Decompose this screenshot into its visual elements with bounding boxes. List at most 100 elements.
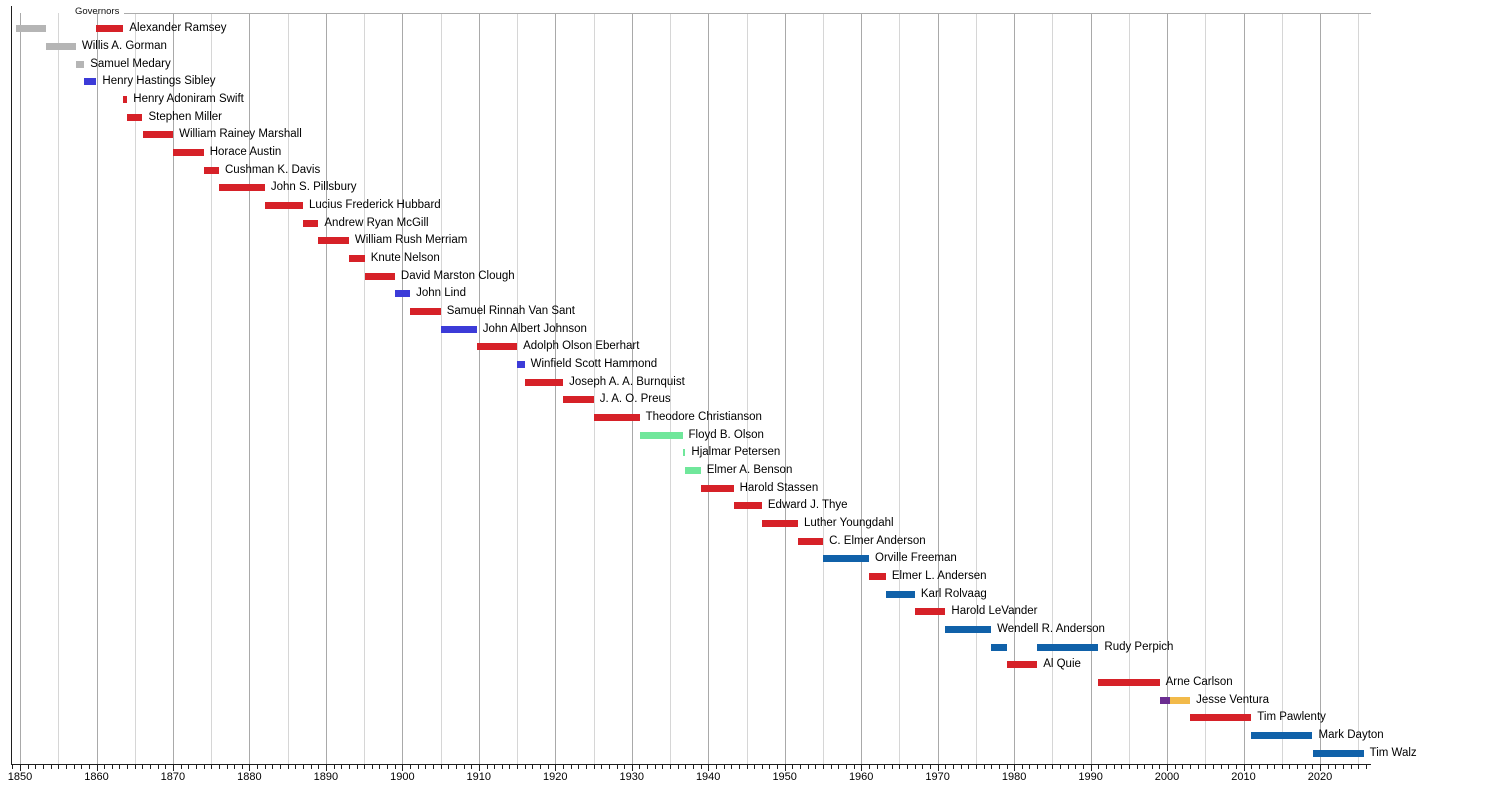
axis-tick-1916 <box>524 765 526 769</box>
gridline-1865 <box>134 13 136 765</box>
bar-horace-austin <box>173 149 204 156</box>
axis-tick-1953 <box>807 765 809 769</box>
gridline-1880 <box>249 13 251 765</box>
axis-tick-1939 <box>700 765 702 769</box>
bar-harold-stassen <box>700 484 734 492</box>
axis-tick-1887 <box>302 765 304 769</box>
axis-tick-1902 <box>417 765 419 769</box>
axis-tick-1918 <box>540 765 541 769</box>
gridline-1975 <box>975 13 977 765</box>
axis-label-1850: 1850 <box>7 771 33 783</box>
axis-label-1870: 1870 <box>160 771 186 783</box>
axis-tick-1995 <box>1128 765 1130 769</box>
label-samuel-rinnah-van-sant: Samuel Rinnah Van Sant <box>446 305 575 317</box>
axis-tick-1929 <box>624 765 626 769</box>
bar-rudy-perpich-2 <box>1037 643 1099 651</box>
axis-tick-1904 <box>432 765 434 769</box>
axis-tick-1863 <box>119 765 121 769</box>
chart-section-title: Governors <box>75 6 120 17</box>
axis-tick-1932 <box>647 765 649 769</box>
bar-arne-carlson <box>1098 679 1160 687</box>
axis-tick-2018 <box>1304 765 1306 769</box>
axis-label-1910: 1910 <box>466 771 492 783</box>
bar-samuel-rinnah-van-sant <box>410 308 441 315</box>
axis-tick-2015 <box>1281 765 1283 769</box>
label-andrew-ryan-mcgill: Andrew Ryan McGill <box>324 216 429 229</box>
label-arne-carlson: Arne Carlson <box>1165 676 1233 689</box>
axis-tick-1862 <box>111 765 113 769</box>
axis-tick-1973 <box>960 765 962 769</box>
axis-tick-1896 <box>371 765 373 769</box>
axis-tick-2004 <box>1197 765 1199 769</box>
axis-tick-1911 <box>486 765 488 769</box>
label-samuel-medary: Samuel Medary <box>90 57 171 70</box>
label-elmer-l-andersen: Elmer L. Andersen <box>891 570 987 583</box>
axis-tick-1931 <box>639 765 641 769</box>
axis-tick-1885 <box>287 765 289 769</box>
axis-tick-1941 <box>715 765 717 769</box>
label-knute-nelson: Knute Nelson <box>370 252 440 264</box>
axis-tick-1851 <box>27 765 29 769</box>
bar-jesse-ventura-1 <box>1159 696 1170 704</box>
label-j-a-o-preus: J. A. O. Preus <box>599 393 671 406</box>
bar-luther-youngdahl <box>761 520 798 528</box>
axis-tick-2005 <box>1205 765 1207 769</box>
axis-tick-1897 <box>379 765 381 769</box>
bar-henry-hastings-sibley <box>84 78 97 86</box>
bar-alexander-ramsey-1 <box>15 25 46 33</box>
axis-tick-1859 <box>88 765 90 769</box>
axis-tick-1898 <box>387 765 389 769</box>
gridline-1995 <box>1128 13 1130 765</box>
axis-tick-1865 <box>134 765 136 769</box>
gridline-2025 <box>1358 13 1360 765</box>
axis-tick-1989 <box>1082 765 1084 769</box>
axis-tick-1928 <box>616 765 618 769</box>
axis-tick-1934 <box>662 765 664 769</box>
axis-tick-2024 <box>1350 765 1352 769</box>
axis-tick-2008 <box>1228 765 1230 769</box>
gridline-1875 <box>211 13 213 765</box>
gridline-2020 <box>1320 13 1321 765</box>
axis-tick-1926 <box>601 765 603 769</box>
axis-tick-1893 <box>348 765 350 769</box>
label-john-s-pillsbury: John S. Pillsbury <box>270 181 357 194</box>
axis-tick-1940 <box>708 765 710 771</box>
axis-tick-1920 <box>555 765 557 771</box>
label-lucius-frederick-hubbard: Lucius Frederick Hubbard <box>309 199 441 211</box>
axis-tick-1850 <box>20 765 21 771</box>
label-alexander-ramsey: Alexander Ramsey <box>129 22 227 35</box>
axis-tick-1873 <box>195 765 197 769</box>
bar-john-lind <box>394 290 411 298</box>
y-axis-line <box>11 6 12 765</box>
axis-tick-1924 <box>585 765 587 769</box>
label-john-albert-johnson: John Albert Johnson <box>482 322 587 335</box>
gridline-1895 <box>364 13 366 765</box>
label-mark-dayton: Mark Dayton <box>1318 729 1384 742</box>
axis-tick-1991 <box>1098 765 1100 769</box>
axis-tick-1951 <box>792 765 794 769</box>
gridline-1940 <box>708 13 710 765</box>
axis-label-1930: 1930 <box>619 771 645 783</box>
gridline-2010 <box>1243 13 1245 765</box>
axis-tick-1978 <box>998 765 1000 769</box>
axis-label-1920: 1920 <box>543 771 568 783</box>
bar-harold-levander <box>914 608 946 616</box>
axis-tick-1985 <box>1052 765 1054 769</box>
axis-tick-1955 <box>822 765 824 769</box>
axis-label-1860: 1860 <box>84 771 109 783</box>
axis-tick-1988 <box>1075 765 1077 769</box>
bar-knute-nelson <box>348 255 365 262</box>
axis-tick-2022 <box>1335 765 1337 769</box>
bar-winfield-scott-hammond <box>517 361 525 368</box>
axis-tick-1949 <box>777 765 779 769</box>
axis-tick-1849 <box>12 765 14 769</box>
gridline-2000 <box>1167 13 1168 765</box>
axis-tick-1947 <box>761 765 763 769</box>
axis-tick-1894 <box>356 765 358 769</box>
axis-tick-1857 <box>73 765 75 769</box>
axis-tick-1999 <box>1159 765 1161 769</box>
axis-tick-2017 <box>1297 765 1298 769</box>
label-rudy-perpich: Rudy Perpich <box>1104 640 1174 653</box>
axis-label-1970: 1970 <box>925 771 950 783</box>
